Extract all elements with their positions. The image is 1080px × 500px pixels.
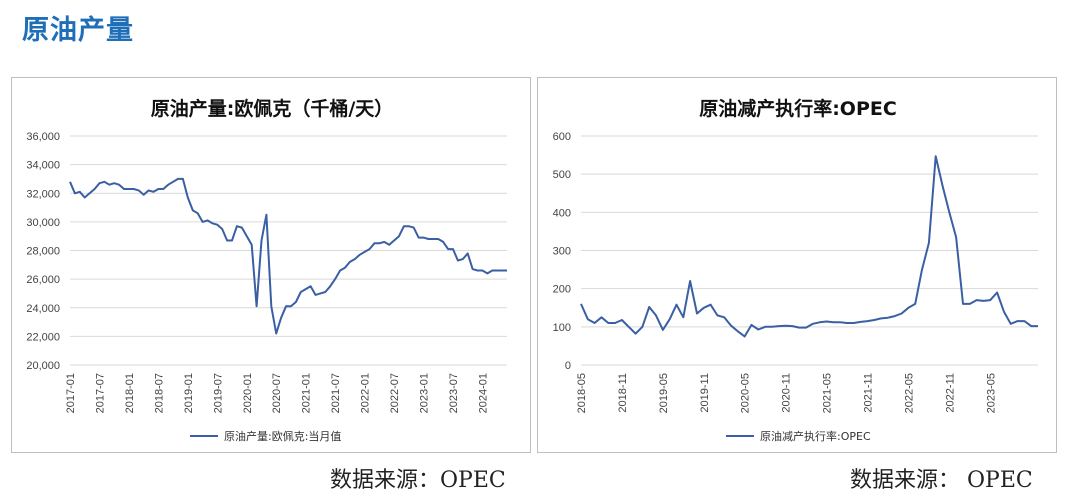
y-tick-label: 32,000	[26, 188, 60, 200]
x-tick-label: 2022-05	[903, 373, 915, 413]
y-tick-label: 36,000	[26, 131, 60, 143]
x-tick-label: 2018-07	[153, 373, 165, 413]
chart-title: 原油产量:欧佩克（千桶/天）	[151, 97, 394, 120]
chart-panel-compliance: 原油减产执行率:OPEC 0 100 200 300 400 500 600 2018-05 20…	[537, 77, 1057, 453]
y-tick-label: 34,000	[26, 160, 60, 172]
x-tick-label: 2020-05	[740, 373, 752, 413]
x-tick-label: 2021-11	[862, 373, 874, 413]
x-tick-label: 2018-01	[124, 373, 136, 413]
legend-label: 原油减产执行率:OPEC	[760, 429, 871, 443]
legend-label: 原油产量:欧佩克:当月值	[224, 429, 341, 443]
x-tick-label: 2019-07	[212, 373, 224, 413]
x-tick-label: 2023-07	[448, 373, 460, 413]
page-title: 原油产量	[22, 15, 134, 46]
y-tick-label: 500	[553, 169, 571, 181]
y-tick-label: 400	[553, 207, 571, 219]
x-tick-label: 2018-11	[617, 373, 629, 413]
x-tick-label: 2023-05	[985, 373, 997, 413]
compliance-chart: 原油减产执行率:OPEC 0 100 200 300 400 500 600 2018-05 20…	[553, 97, 1038, 443]
x-tick-label: 2022-01	[360, 373, 372, 413]
x-tick-label: 2021-07	[330, 373, 342, 413]
x-tick-label: 2017-01	[65, 373, 77, 413]
x-tick-label: 2020-11	[781, 373, 793, 413]
x-tick-label: 2024-01	[477, 373, 489, 413]
x-tick-label: 2021-01	[301, 373, 313, 413]
chart-title: 原油减产执行率:OPEC	[699, 97, 897, 120]
production-chart: 原油产量:欧佩克（千桶/天） 20,000 22,000 24,000 26,000 28…	[26, 97, 507, 443]
x-tick-label: 2022-07	[389, 373, 401, 413]
x-tick-label: 2019-11	[699, 373, 711, 413]
series-line	[69, 177, 507, 335]
chart-panel-production: 原油产量:欧佩克（千桶/天） 20,000 22,000 24,000 26,000 28…	[11, 77, 531, 453]
x-tick-label: 2023-01	[419, 373, 431, 413]
series-line	[580, 155, 1038, 338]
y-tick-label: 600	[553, 131, 571, 143]
data-source-right: 数据来源： OPEC	[850, 468, 1033, 493]
x-tick-label: 2019-01	[183, 373, 195, 413]
x-tick-label: 2017-07	[94, 373, 106, 413]
y-tick-label: 100	[553, 322, 571, 334]
x-tick-label: 2022-11	[944, 373, 956, 413]
y-tick-label: 200	[553, 284, 571, 296]
y-tick-label: 30,000	[26, 217, 60, 229]
x-tick-label: 2020-01	[242, 373, 254, 413]
x-tick-label: 2019-05	[658, 373, 670, 413]
y-tick-label: 300	[553, 246, 571, 258]
x-tick-label: 2018-05	[576, 373, 588, 413]
y-tick-label: 22,000	[26, 331, 60, 343]
y-tick-label: 28,000	[26, 246, 60, 258]
y-tick-label: 24,000	[26, 303, 60, 315]
x-tick-label: 2021-05	[822, 373, 834, 413]
data-source-left: 数据来源：OPEC	[330, 468, 506, 493]
y-tick-label: 0	[565, 360, 571, 372]
y-tick-label: 20,000	[26, 360, 60, 372]
y-tick-label: 26,000	[26, 274, 60, 286]
x-tick-label: 2020-07	[271, 373, 283, 413]
